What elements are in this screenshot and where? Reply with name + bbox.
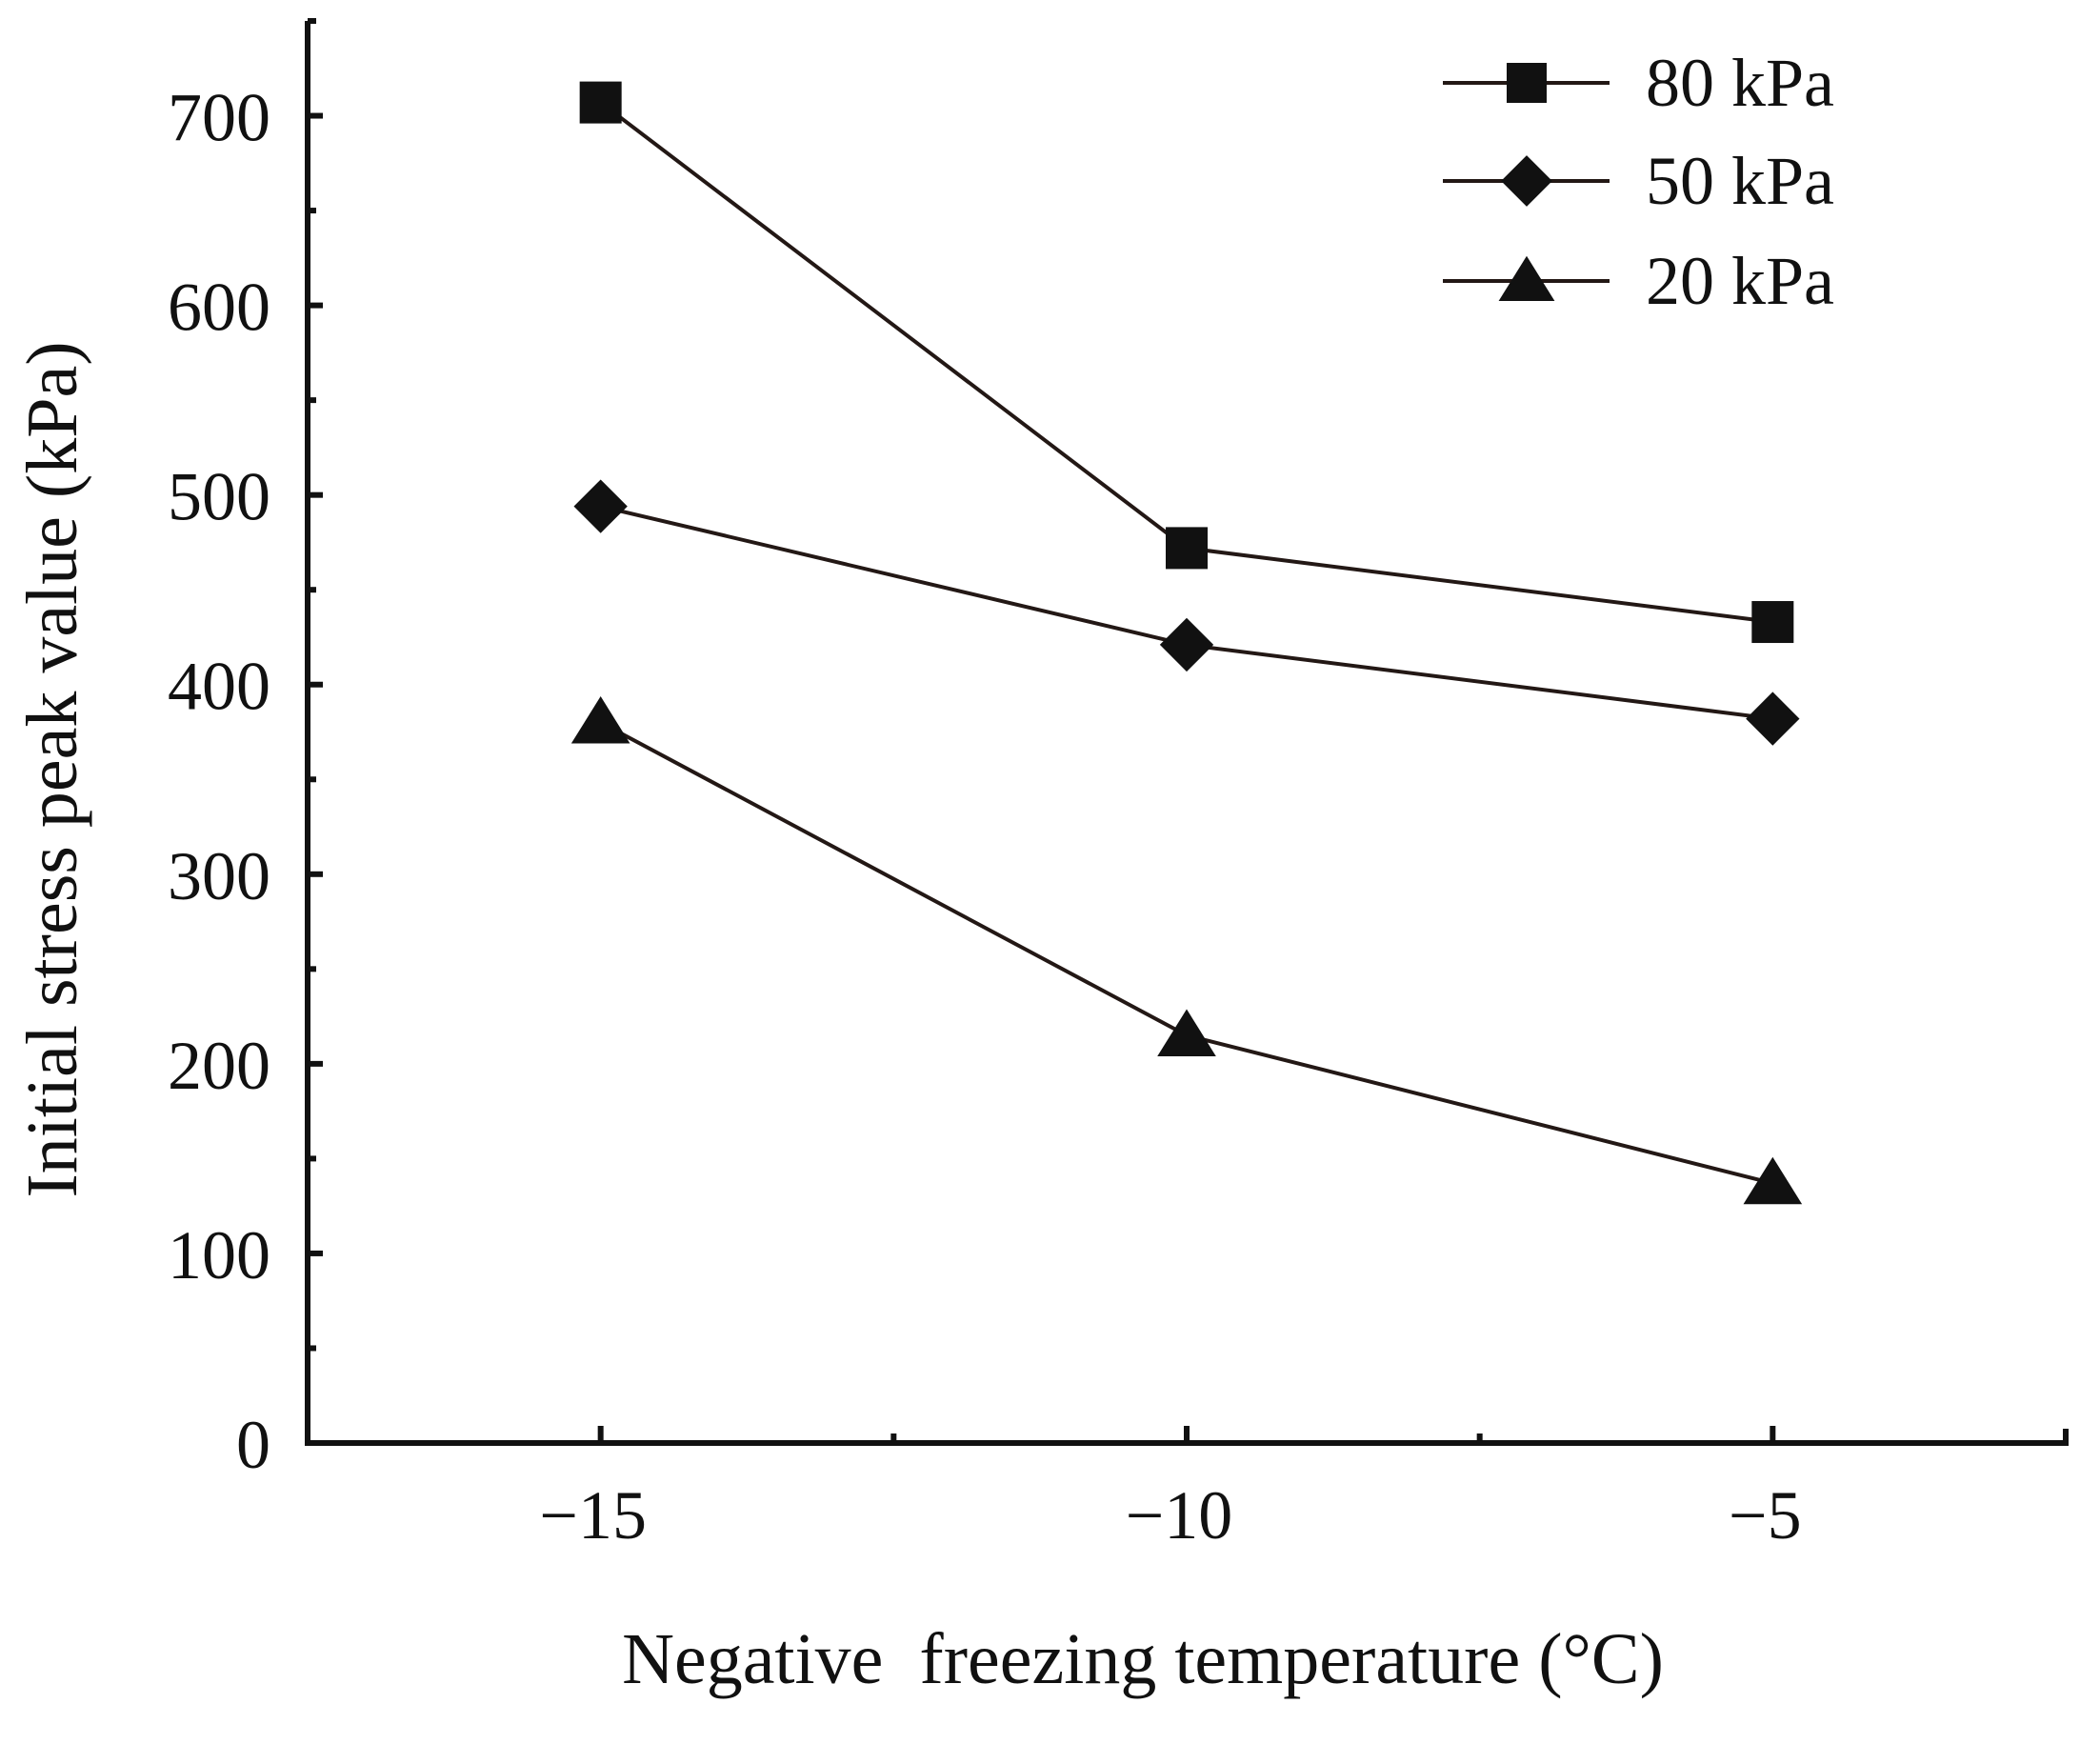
y-tick-label: 600 [168, 270, 270, 346]
data-point [1743, 1156, 1803, 1205]
x-axis-ticks: −15 −10 −5 [539, 1426, 1802, 1554]
data-point [1159, 617, 1214, 672]
series-line [599, 720, 1773, 1186]
x-tick-label: −15 [539, 1477, 647, 1554]
x-axis-label: Negative freezing temperature (°C) [622, 1619, 1664, 1699]
series-2 [573, 479, 1800, 746]
legend-marker [1498, 255, 1555, 301]
legend-label: 80 kPa [1646, 45, 1834, 121]
y-tick-label: 200 [168, 1028, 270, 1104]
data-point [1751, 601, 1794, 644]
series-1 [579, 81, 1794, 644]
y-tick-label: 700 [168, 80, 270, 156]
legend-item: 20 kPa [1443, 243, 1834, 319]
legend-item: 80 kPa [1443, 45, 1834, 121]
y-tick-label: 400 [168, 649, 270, 725]
x-tick-label: −5 [1729, 1477, 1802, 1554]
data-point [570, 696, 630, 744]
legend-label: 50 kPa [1646, 143, 1834, 219]
data-point [579, 81, 622, 124]
plot-area [570, 81, 1803, 1205]
y-tick-label: 300 [168, 838, 270, 914]
legend-label: 20 kPa [1646, 243, 1834, 319]
data-point [1746, 692, 1800, 746]
series-layer [570, 81, 1803, 1205]
y-tick-label: 0 [236, 1407, 270, 1483]
y-axis-label: Initial stress peak value (kPa) [12, 341, 92, 1197]
legend-marker [1501, 155, 1552, 207]
legend-item: 50 kPa [1443, 143, 1834, 219]
y-tick-label: 500 [168, 459, 270, 535]
legend-marker [1507, 63, 1547, 103]
x-tick-label: −10 [1126, 1477, 1233, 1554]
data-point [1157, 1009, 1216, 1057]
y-axis-ticks: 0 100 200 300 400 500 600 700 [168, 18, 323, 1483]
data-point [1166, 527, 1208, 570]
y-tick-label: 100 [168, 1217, 270, 1293]
legend: 80 kPa 50 kPa 20 kPa [1443, 45, 1834, 319]
series-3 [570, 696, 1803, 1205]
data-point [573, 479, 628, 533]
